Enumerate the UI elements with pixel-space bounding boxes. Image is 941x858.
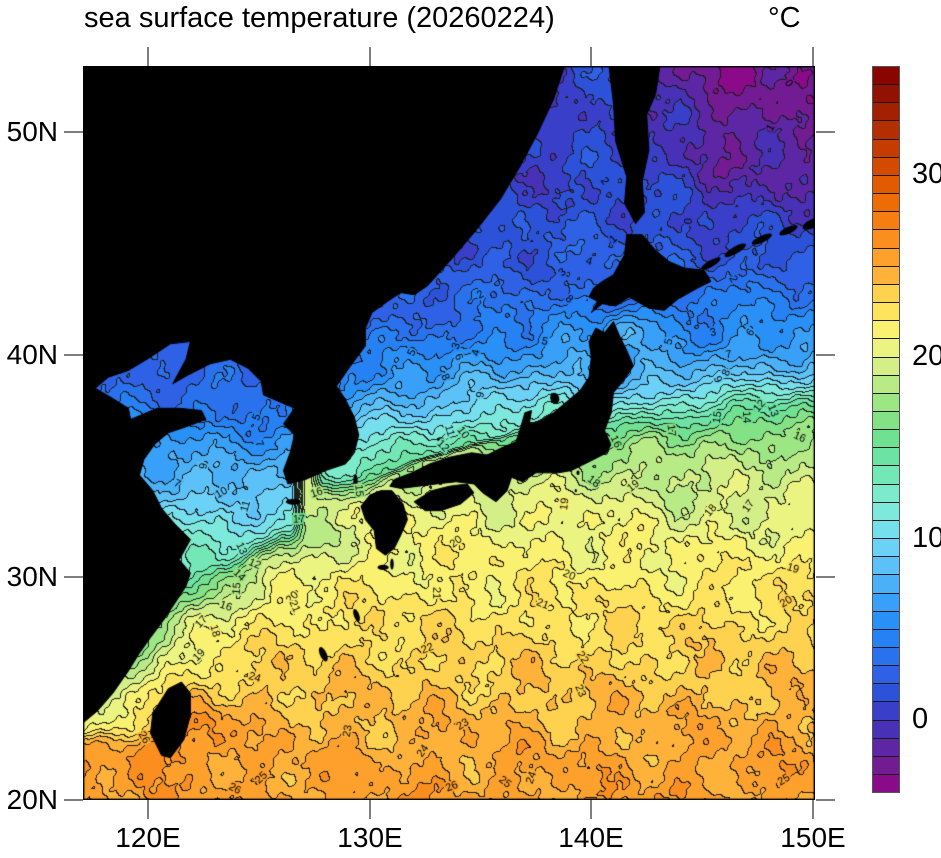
y-tick-label-30N: 30N [6,561,58,592]
colorbar-cell-18-19 [873,374,899,393]
y-tick-right-40N [816,354,835,356]
x-tick-top-120E [147,47,149,66]
colorbar-cell-34-35 [873,84,899,103]
colorbar-cell-16-17 [873,410,899,430]
x-tick-top-150E [812,47,814,66]
y-tick-right-20N [816,799,835,801]
colorbar-cell--4--3 [873,774,899,793]
y-tick-label-50N: 50N [6,116,58,147]
colorbar-tick-label-10: 10 [912,521,941,554]
units-label: °C [768,2,801,34]
y-tick-left-30N [64,576,83,578]
colorbar-cell-10-11 [873,519,899,539]
y-tick-left-40N [64,354,83,356]
colorbar-cell-17-18 [873,392,899,411]
y-tick-label-20N: 20N [6,784,58,815]
colorbar-cell-9-10 [873,538,899,557]
colorbar-cell-25-26 [873,247,899,266]
colorbar-cell-14-15 [873,447,899,466]
colorbar-cell-31-32 [873,138,899,157]
x-tick-bottom-140E [590,800,592,819]
colorbar-tick-label-30: 30 [912,158,941,191]
colorbar-cell-27-28 [873,211,899,230]
colorbar-cell--1-0 [873,719,899,738]
y-tick-left-20N [64,799,83,801]
colorbar-cell-15-16 [873,429,899,448]
x-tick-top-130E [369,47,371,66]
x-tick-label-140E: 140E [558,822,624,853]
colorbar-cell-26-27 [873,229,899,248]
colorbar-cell-0-1 [873,701,899,720]
x-tick-top-140E [590,47,592,66]
colorbar-cell-12-13 [873,483,899,502]
colorbar-cell-6-7 [873,592,899,611]
colorbar-cell-35-36 [873,67,899,85]
colorbar-cell-22-23 [873,302,899,321]
colorbar-cell-29-30 [873,174,899,194]
colorbar-cell-4-5 [873,628,899,647]
colorbar-cell-8-9 [873,556,899,575]
colorbar-cell-11-12 [873,501,899,520]
colorbar-cell--2--1 [873,737,899,756]
colorbar-cell-20-21 [873,338,899,357]
colorbar-tick-label-0: 0 [912,703,929,736]
colorbar-cell-30-31 [873,156,899,175]
page-title: sea surface temperature (20260224) [84,2,555,34]
x-tick-label-130E: 130E [337,822,403,853]
colorbar-cell-2-3 [873,665,899,684]
colorbar-cell-24-25 [873,265,899,284]
y-tick-left-50N [64,131,83,133]
colorbar-cell-3-4 [873,647,899,666]
x-tick-label-120E: 120E [115,822,181,853]
colorbar-cell-21-22 [873,320,899,339]
colorbar-cell-23-24 [873,283,899,303]
y-tick-right-50N [816,131,835,133]
colorbar-cell-32-33 [873,120,899,139]
colorbar [872,66,900,793]
colorbar-cell-13-14 [873,465,899,484]
colorbar-tick-label-20: 20 [912,339,941,372]
colorbar-cell--3--2 [873,755,899,775]
colorbar-cell-28-29 [873,193,899,212]
y-tick-right-30N [816,576,835,578]
colorbar-cell-1-2 [873,683,899,702]
sst-map-canvas [83,66,815,800]
x-tick-bottom-130E [369,800,371,819]
x-tick-label-150E: 150E [780,822,846,853]
colorbar-cell-33-34 [873,102,899,121]
x-tick-bottom-150E [812,800,814,819]
colorbar-cell-19-20 [873,356,899,375]
y-tick-label-40N: 40N [6,339,58,370]
colorbar-cell-7-8 [873,574,899,593]
x-tick-bottom-120E [147,800,149,819]
colorbar-cell-5-6 [873,610,899,629]
